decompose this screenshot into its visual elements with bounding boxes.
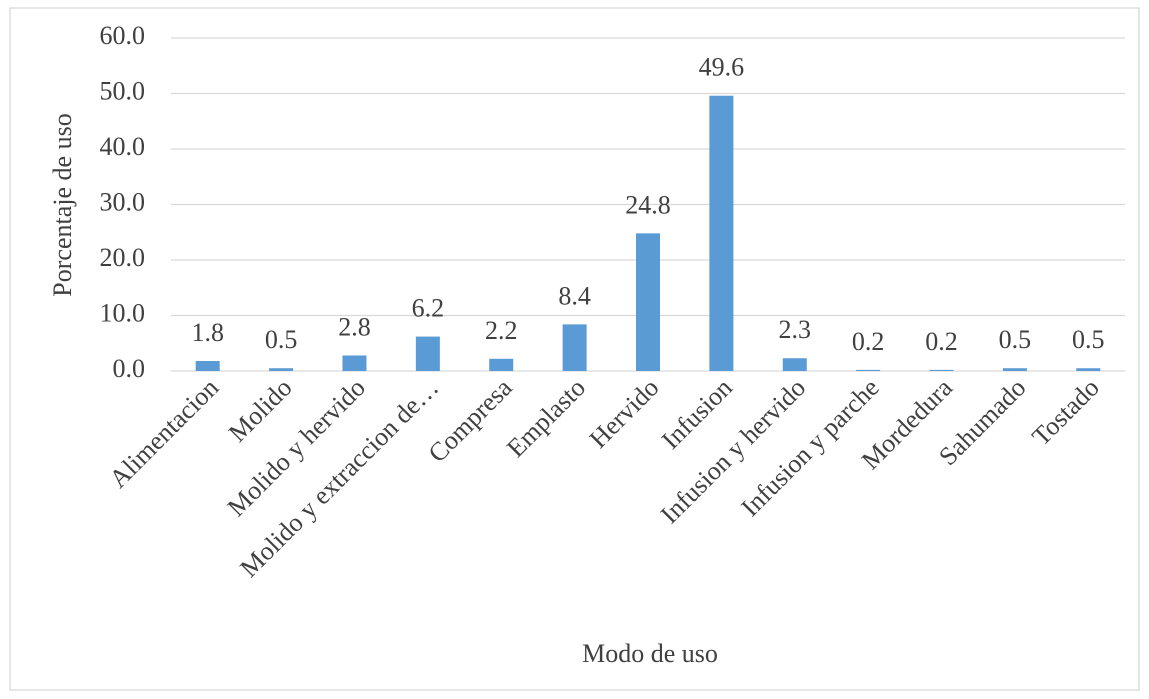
value-label: 2.2 [485, 316, 518, 345]
bar [415, 336, 440, 371]
bar [195, 361, 220, 371]
bar [489, 358, 514, 371]
y-axis-title: Porcentaje de uso [48, 113, 77, 296]
value-label: 24.8 [625, 190, 671, 219]
x-axis-title: Modo de uso [582, 639, 718, 668]
y-tick-label: 30.0 [100, 187, 146, 216]
y-tick-label: 50.0 [100, 76, 146, 105]
y-tick-label: 10.0 [100, 298, 146, 327]
value-label: 1.8 [191, 318, 224, 347]
value-label: 2.8 [338, 312, 371, 341]
bar [929, 369, 954, 371]
bar [342, 355, 367, 371]
value-label: 0.5 [265, 325, 298, 354]
bar [856, 369, 881, 371]
value-label: 6.2 [412, 294, 445, 323]
bar [1002, 368, 1027, 371]
y-tick-label: 40.0 [100, 132, 146, 161]
value-label: 8.4 [558, 281, 591, 310]
bar [709, 95, 734, 371]
y-tick-label: 20.0 [100, 243, 146, 272]
y-tick-label: 60.0 [100, 21, 146, 50]
bar [269, 368, 294, 371]
y-tick-label: 0.0 [113, 354, 146, 383]
value-label: 0.2 [852, 327, 885, 356]
value-label: 49.6 [699, 53, 745, 82]
value-label: 2.3 [779, 315, 812, 344]
value-label: 0.2 [925, 327, 958, 356]
bar [562, 324, 587, 371]
bar [1076, 368, 1101, 371]
bar [782, 358, 807, 371]
bar [636, 233, 660, 371]
value-label: 0.5 [1072, 325, 1105, 354]
value-label: 0.5 [999, 325, 1032, 354]
